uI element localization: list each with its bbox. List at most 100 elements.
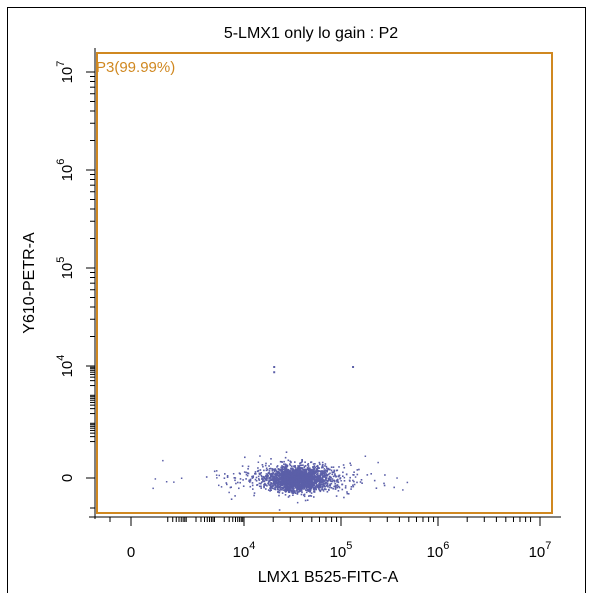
data-point bbox=[292, 483, 295, 486]
data-point bbox=[294, 487, 297, 489]
data-point bbox=[267, 480, 270, 482]
data-point bbox=[303, 473, 306, 475]
data-point bbox=[296, 490, 298, 492]
data-point bbox=[300, 461, 303, 463]
data-point bbox=[220, 486, 223, 488]
data-point bbox=[262, 480, 264, 483]
data-point bbox=[280, 466, 282, 469]
data-point bbox=[323, 471, 325, 473]
data-point bbox=[310, 480, 312, 482]
data-point bbox=[316, 465, 318, 468]
data-point bbox=[343, 466, 346, 469]
data-point bbox=[308, 469, 310, 472]
data-point bbox=[282, 472, 285, 474]
data-point bbox=[292, 494, 294, 496]
data-point bbox=[323, 482, 325, 485]
data-point bbox=[303, 474, 305, 476]
data-point bbox=[291, 465, 293, 468]
data-point bbox=[252, 476, 254, 479]
data-point bbox=[345, 473, 348, 475]
data-point bbox=[326, 474, 328, 476]
data-point bbox=[288, 479, 291, 481]
data-point bbox=[308, 489, 311, 491]
data-point bbox=[303, 486, 306, 489]
data-point bbox=[165, 481, 168, 483]
data-point bbox=[307, 483, 309, 485]
data-point bbox=[255, 480, 258, 482]
gate-p3-rectangle[interactable] bbox=[96, 52, 553, 514]
data-point bbox=[270, 463, 272, 465]
data-point bbox=[274, 484, 277, 486]
data-point bbox=[332, 479, 334, 482]
data-point bbox=[286, 480, 288, 482]
data-point bbox=[358, 468, 360, 471]
data-point bbox=[265, 469, 268, 472]
data-point bbox=[308, 486, 310, 489]
data-point bbox=[271, 470, 274, 472]
data-point bbox=[270, 487, 272, 489]
data-point bbox=[320, 470, 323, 472]
data-point bbox=[324, 463, 327, 465]
data-point bbox=[331, 473, 334, 476]
data-point bbox=[279, 469, 282, 472]
data-point bbox=[301, 486, 303, 489]
data-point bbox=[283, 474, 285, 476]
data-point bbox=[306, 473, 308, 475]
data-point bbox=[361, 482, 363, 484]
data-point bbox=[303, 465, 306, 468]
data-point bbox=[338, 485, 340, 488]
data-point bbox=[287, 480, 289, 482]
data-point bbox=[318, 480, 321, 483]
data-point bbox=[273, 483, 276, 485]
gate-p3-label: P3(99.99%) bbox=[96, 59, 175, 76]
data-point bbox=[290, 461, 292, 464]
data-point bbox=[239, 473, 241, 475]
data-point bbox=[300, 493, 303, 496]
data-point bbox=[273, 477, 275, 480]
data-point bbox=[279, 477, 282, 479]
data-point bbox=[276, 486, 279, 489]
data-point bbox=[300, 477, 302, 480]
data-point bbox=[366, 474, 369, 476]
x-tick-label: 107 bbox=[529, 540, 552, 561]
data-point bbox=[253, 494, 255, 497]
data-point bbox=[332, 466, 335, 468]
data-point bbox=[307, 472, 310, 474]
data-point bbox=[274, 468, 277, 470]
data-point bbox=[330, 466, 333, 468]
data-point bbox=[310, 469, 312, 472]
data-point bbox=[289, 469, 291, 472]
data-point bbox=[313, 487, 315, 489]
data-point bbox=[303, 482, 306, 485]
data-point bbox=[280, 472, 283, 474]
data-point bbox=[303, 495, 306, 498]
data-point bbox=[306, 485, 309, 488]
data-point bbox=[330, 480, 332, 483]
data-point bbox=[302, 486, 304, 488]
data-point bbox=[306, 471, 308, 473]
data-point bbox=[333, 485, 335, 488]
data-point bbox=[283, 479, 286, 482]
data-point bbox=[315, 475, 318, 478]
data-point bbox=[292, 478, 294, 480]
data-point bbox=[305, 491, 308, 494]
data-point bbox=[307, 464, 309, 466]
data-point bbox=[352, 484, 354, 486]
data-point bbox=[295, 486, 298, 489]
data-point bbox=[282, 477, 285, 479]
x-axis-label: LMX1 B525-FITC-A bbox=[258, 569, 399, 586]
data-point bbox=[233, 477, 236, 479]
data-point bbox=[273, 366, 276, 368]
data-point bbox=[162, 459, 164, 462]
data-point bbox=[318, 483, 320, 485]
data-point bbox=[276, 478, 278, 481]
data-point bbox=[336, 479, 338, 481]
data-point bbox=[314, 466, 316, 469]
data-point bbox=[295, 471, 297, 474]
data-point bbox=[284, 488, 287, 490]
data-point bbox=[263, 480, 266, 483]
data-point bbox=[289, 483, 291, 486]
data-point bbox=[336, 486, 338, 489]
data-point bbox=[251, 482, 254, 484]
data-point bbox=[286, 470, 288, 473]
